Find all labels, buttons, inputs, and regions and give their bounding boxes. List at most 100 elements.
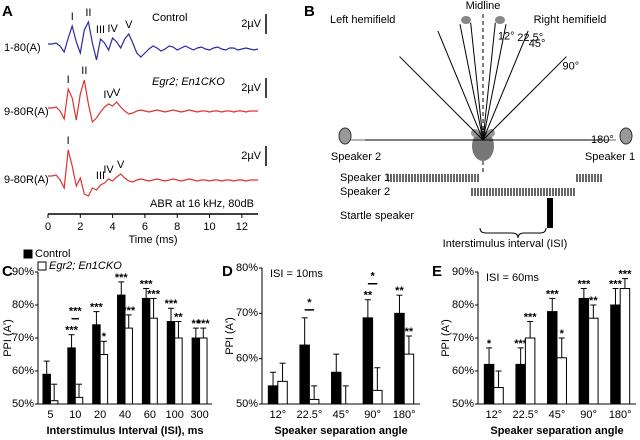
trace	[48, 149, 258, 197]
bar	[42, 373, 51, 405]
bar	[403, 353, 415, 405]
peak-label: II	[85, 7, 91, 19]
x-tick-label: 60	[144, 409, 156, 421]
error-bar	[405, 335, 412, 355]
bar	[99, 354, 109, 405]
bar	[141, 297, 151, 405]
angle-label: 180°	[591, 134, 614, 146]
x-tick-label: 10	[203, 221, 215, 233]
y-tick-label: 50%	[12, 398, 34, 410]
error-bar	[51, 383, 58, 401]
legend-label: Egr2; En1CKO	[49, 260, 122, 272]
x-tick-label: 180°	[609, 409, 632, 421]
x-axis-label: Time (ms)	[128, 234, 177, 246]
panel-letter: C	[2, 263, 13, 280]
bar	[547, 311, 558, 405]
noise-burst	[470, 188, 576, 196]
bar	[277, 380, 288, 405]
error-bar	[517, 347, 524, 365]
error-bar	[333, 353, 340, 373]
significance: **	[405, 326, 414, 338]
x-tick-label: 12	[236, 221, 248, 233]
significance: ***	[65, 325, 79, 337]
y-tick-label: 60%	[452, 365, 474, 377]
error-bar	[580, 288, 587, 299]
trace	[48, 79, 258, 124]
y-tick-label: 50%	[236, 398, 258, 410]
bar	[372, 389, 383, 405]
significance: ***	[165, 298, 179, 310]
bar	[67, 347, 76, 405]
x-tick-label: 8	[174, 221, 180, 233]
x-tick-label: 90°	[364, 409, 381, 421]
bar	[49, 400, 59, 405]
error-bar	[612, 288, 619, 305]
series-name: Egr2; En1CKO	[152, 76, 225, 88]
y-axis-label: PPI (A')	[440, 319, 452, 357]
significance: ***	[577, 278, 591, 290]
bar	[394, 312, 405, 405]
angle-ray	[482, 24, 507, 141]
y-tick-label: 80%	[452, 299, 474, 311]
y-tick-label: 50%	[452, 398, 474, 410]
angle-ray	[437, 30, 484, 141]
noise-burst	[576, 174, 602, 182]
right-hemifield: Right hemifield	[534, 14, 607, 26]
speaker-label: Speaker 2	[331, 151, 381, 163]
left-hemifield: Left hemifield	[330, 14, 395, 26]
error-bar	[100, 340, 107, 355]
head-icon	[461, 16, 471, 24]
annotation: ABR at 16 kHz, 80dB	[150, 198, 254, 210]
comparison-label: *	[370, 271, 375, 283]
comparison-label: ***	[69, 306, 83, 318]
x-tick-label: 5	[47, 409, 53, 421]
bar	[299, 344, 310, 405]
x-tick-label: 12°	[485, 409, 502, 421]
error-bar	[374, 367, 381, 391]
significance: ***	[514, 338, 528, 350]
mouse-ear	[487, 129, 495, 137]
speaker-icon	[338, 127, 352, 145]
x-tick-label: 300	[190, 409, 208, 421]
bar	[174, 337, 183, 405]
annotation: ISI = 60ms	[486, 272, 539, 284]
x-tick-label: 22.5°	[512, 409, 538, 421]
error-bar	[175, 321, 182, 338]
x-tick-label: 6	[142, 221, 148, 233]
error-bar	[558, 337, 565, 358]
x-axis-label: Speaker separation angle	[490, 425, 623, 437]
bar	[515, 363, 526, 405]
peak-label: IV	[103, 164, 114, 176]
startle-pulse	[547, 198, 553, 228]
angle-ray	[399, 56, 484, 141]
series-name: Control	[152, 12, 187, 24]
head-icon	[495, 16, 505, 24]
peak-label: V	[117, 159, 125, 171]
mouse-ear	[471, 129, 479, 137]
trace-label: 9-80R(A)	[4, 106, 49, 118]
significance: ***	[147, 288, 161, 300]
bar	[74, 396, 84, 405]
y-tick-label: 70%	[452, 332, 474, 344]
peak-label: I	[67, 74, 70, 86]
angle-ray	[470, 22, 484, 141]
mouse-icon	[472, 131, 494, 161]
significance: *	[560, 328, 565, 340]
error-bar	[621, 278, 628, 289]
bar	[556, 357, 567, 405]
bar	[610, 304, 621, 405]
y-axis-label: PPI (A')	[2, 319, 14, 357]
significance: **	[364, 290, 373, 302]
significance: *	[102, 331, 107, 343]
y-tick-label: 60%	[236, 353, 258, 365]
peak-label: III	[96, 170, 105, 182]
y-tick-label: 80%	[12, 299, 34, 311]
significance: *	[487, 338, 492, 350]
significance: ***	[619, 269, 633, 281]
legend-swatch	[23, 249, 33, 259]
error-bar	[311, 385, 318, 400]
significance: **	[589, 295, 598, 307]
x-tick-label: 4	[110, 221, 116, 233]
panel-letter: A	[2, 3, 13, 20]
